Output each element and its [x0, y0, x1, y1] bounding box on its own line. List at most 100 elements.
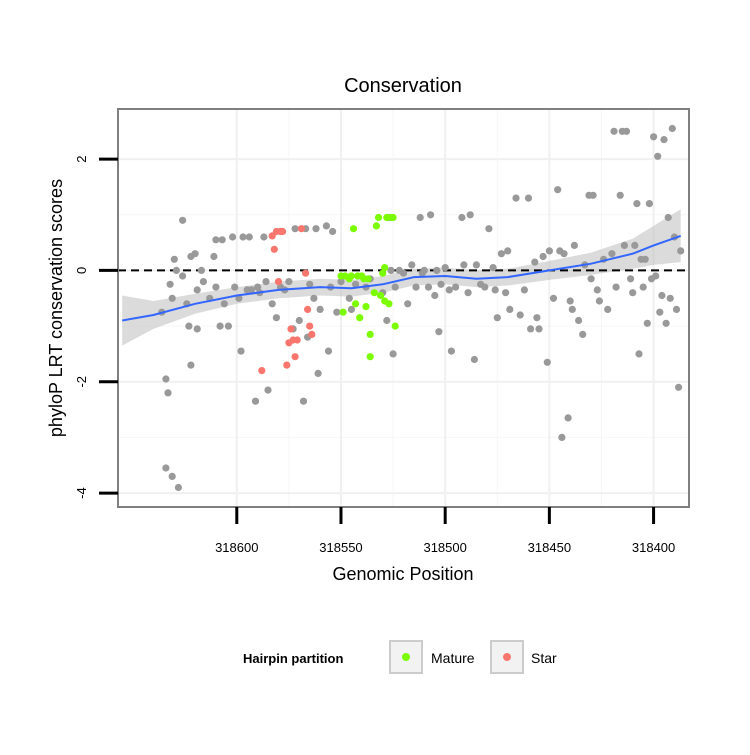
point-star [308, 330, 316, 338]
plot-border [117, 108, 690, 508]
point-star [304, 305, 312, 313]
point-other [262, 278, 270, 286]
point-other [660, 136, 668, 144]
point-other [191, 250, 199, 258]
point-other [575, 316, 583, 325]
point-other [512, 194, 520, 202]
legend-label-mature: Mature [431, 650, 475, 666]
point-other [345, 294, 353, 302]
point-other [502, 289, 510, 297]
point-other [314, 369, 322, 377]
point-mature [374, 213, 383, 222]
x-tick-label: 318600 [215, 540, 258, 555]
point-other [299, 397, 308, 405]
point-star [274, 278, 283, 286]
point-other [162, 464, 170, 472]
point-other [527, 325, 535, 333]
legend-label-star: Star [531, 650, 557, 666]
point-star [279, 227, 287, 236]
point-other [470, 355, 478, 364]
point-other [260, 233, 268, 241]
point-other [431, 291, 439, 300]
point-other [268, 300, 276, 308]
point-other [643, 319, 651, 327]
point-other [166, 280, 174, 288]
legend-title: Hairpin partition [243, 651, 343, 666]
x-tick-label: 318500 [423, 540, 466, 555]
point-other [237, 347, 245, 355]
x-axis: 318600 318550 318500 318450 318400 [215, 507, 675, 555]
point-other [291, 225, 299, 233]
point-mature [381, 264, 389, 272]
point-other [587, 275, 595, 283]
point-other [560, 250, 568, 258]
point-other [554, 186, 562, 194]
point-other [662, 319, 670, 327]
point-other [491, 286, 499, 294]
point-other [347, 305, 355, 313]
point-other [224, 322, 232, 330]
point-other [593, 286, 601, 294]
point-other [568, 305, 576, 313]
point-other [416, 213, 424, 222]
point-other [337, 278, 345, 286]
point-mature [379, 269, 387, 277]
point-mature [377, 291, 385, 300]
legend: Hairpin partition Mature Star [243, 640, 557, 674]
point-star [291, 353, 299, 361]
y-tick-label: 2 [74, 155, 89, 162]
point-other [245, 233, 253, 241]
point-other [608, 250, 616, 258]
point-other [658, 291, 666, 300]
point-other [427, 211, 435, 219]
point-other [447, 347, 455, 355]
point-mature [352, 300, 360, 308]
point-other [641, 255, 649, 263]
point-mature [349, 225, 358, 233]
legend-key-mature [402, 653, 410, 661]
point-other [635, 350, 643, 358]
point-other [420, 266, 428, 274]
point-mature [366, 353, 374, 361]
point-other [489, 264, 497, 272]
x-tick-label: 318450 [528, 540, 571, 555]
point-other [251, 397, 260, 405]
y-tick-label: -4 [74, 487, 89, 499]
point-other [589, 191, 597, 199]
point-other [595, 297, 604, 305]
point-other [193, 325, 201, 333]
x-axis-title: Genomic Position [332, 564, 473, 584]
point-mature [347, 272, 355, 280]
point-other [620, 241, 629, 249]
point-other [452, 283, 460, 291]
point-star [293, 336, 301, 344]
point-mature [364, 275, 372, 283]
point-other [231, 283, 239, 291]
point-other [464, 289, 472, 297]
point-other [497, 250, 505, 258]
point-other [424, 283, 433, 291]
point-mature [385, 300, 393, 308]
point-other [645, 200, 654, 208]
x-tick-label: 318400 [632, 540, 675, 555]
y-axis: -4 -2 0 2 [74, 155, 118, 499]
point-other [247, 286, 255, 294]
point-other [668, 124, 676, 133]
point-other [539, 252, 547, 261]
point-other [566, 297, 574, 305]
point-other [164, 389, 172, 397]
point-star [297, 225, 305, 233]
point-other [254, 283, 262, 291]
point-other [174, 483, 182, 492]
point-mature [389, 213, 397, 222]
point-other [610, 127, 618, 135]
point-other [168, 294, 176, 302]
point-other [389, 350, 397, 358]
point-other [399, 269, 408, 277]
point-mature [362, 303, 370, 311]
point-other [633, 200, 641, 208]
point-other [322, 222, 330, 230]
point-other [197, 266, 205, 274]
point-other [531, 258, 539, 266]
